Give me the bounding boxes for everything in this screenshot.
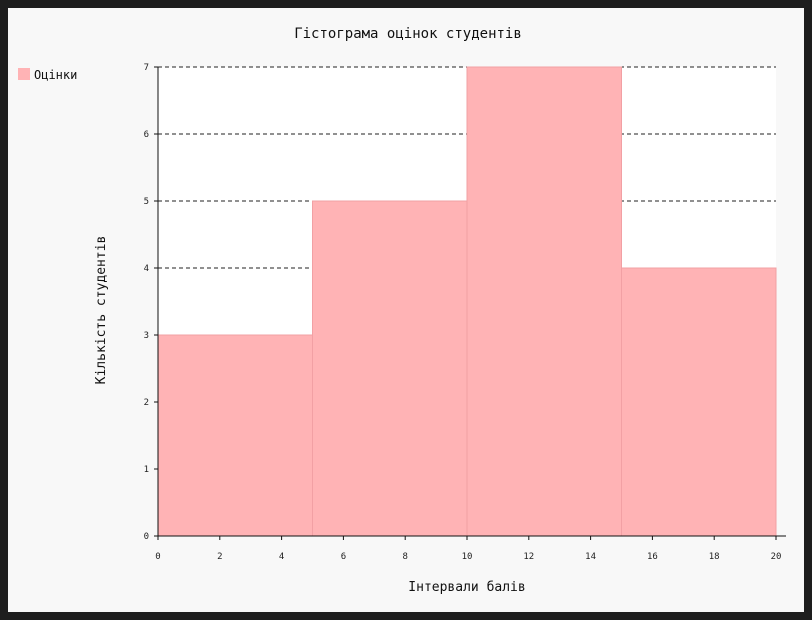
- bars: [157, 66, 777, 537]
- chart-frame: Гістограма оцінок студентів Оцінки 0 2 4 6 8…: [8, 8, 804, 612]
- y-tick-label: 5: [144, 197, 149, 207]
- y-tick-label: 6: [144, 130, 149, 140]
- x-ticks: 0 2 4 6 8 10 12 14 16 18 20: [155, 536, 781, 562]
- legend: Оцінки: [18, 68, 77, 82]
- histogram-bar: [466, 66, 622, 537]
- x-tick-label: 10: [462, 552, 473, 562]
- legend-label-scores: Оцінки: [34, 68, 77, 82]
- x-tick-label: 4: [279, 552, 284, 562]
- histogram-bar: [157, 334, 313, 537]
- y-tick-label: 2: [144, 398, 149, 408]
- x-tick-label: 20: [771, 552, 782, 562]
- x-tick-label: 18: [709, 552, 720, 562]
- histogram-bar: [312, 200, 468, 537]
- x-tick-label: 0: [155, 552, 160, 562]
- x-tick-label: 12: [523, 552, 534, 562]
- x-tick-label: 16: [647, 552, 658, 562]
- histogram-bar: [621, 267, 777, 537]
- x-tick-label: 8: [402, 552, 407, 562]
- y-tick-label: 1: [144, 465, 149, 475]
- y-axis-label: Кількість студентів: [94, 236, 109, 385]
- x-axis-label: Інтервали балів: [408, 580, 525, 595]
- histogram-chart: Гістограма оцінок студентів Оцінки 0 2 4 6 8…: [18, 26, 786, 595]
- axes: [157, 67, 786, 537]
- y-tick-label: 4: [144, 264, 149, 274]
- y-tick-label: 7: [144, 63, 149, 73]
- chart-title: Гістограма оцінок студентів: [294, 26, 522, 42]
- x-tick-label: 14: [585, 552, 596, 562]
- y-tick-label: 3: [144, 331, 149, 341]
- x-tick-label: 2: [217, 552, 222, 562]
- legend-swatch-scores: [18, 68, 30, 80]
- y-ticks: 0 1 2 3 4 5 6 7: [144, 63, 158, 542]
- x-tick-label: 6: [341, 552, 346, 562]
- y-tick-label: 0: [144, 532, 149, 542]
